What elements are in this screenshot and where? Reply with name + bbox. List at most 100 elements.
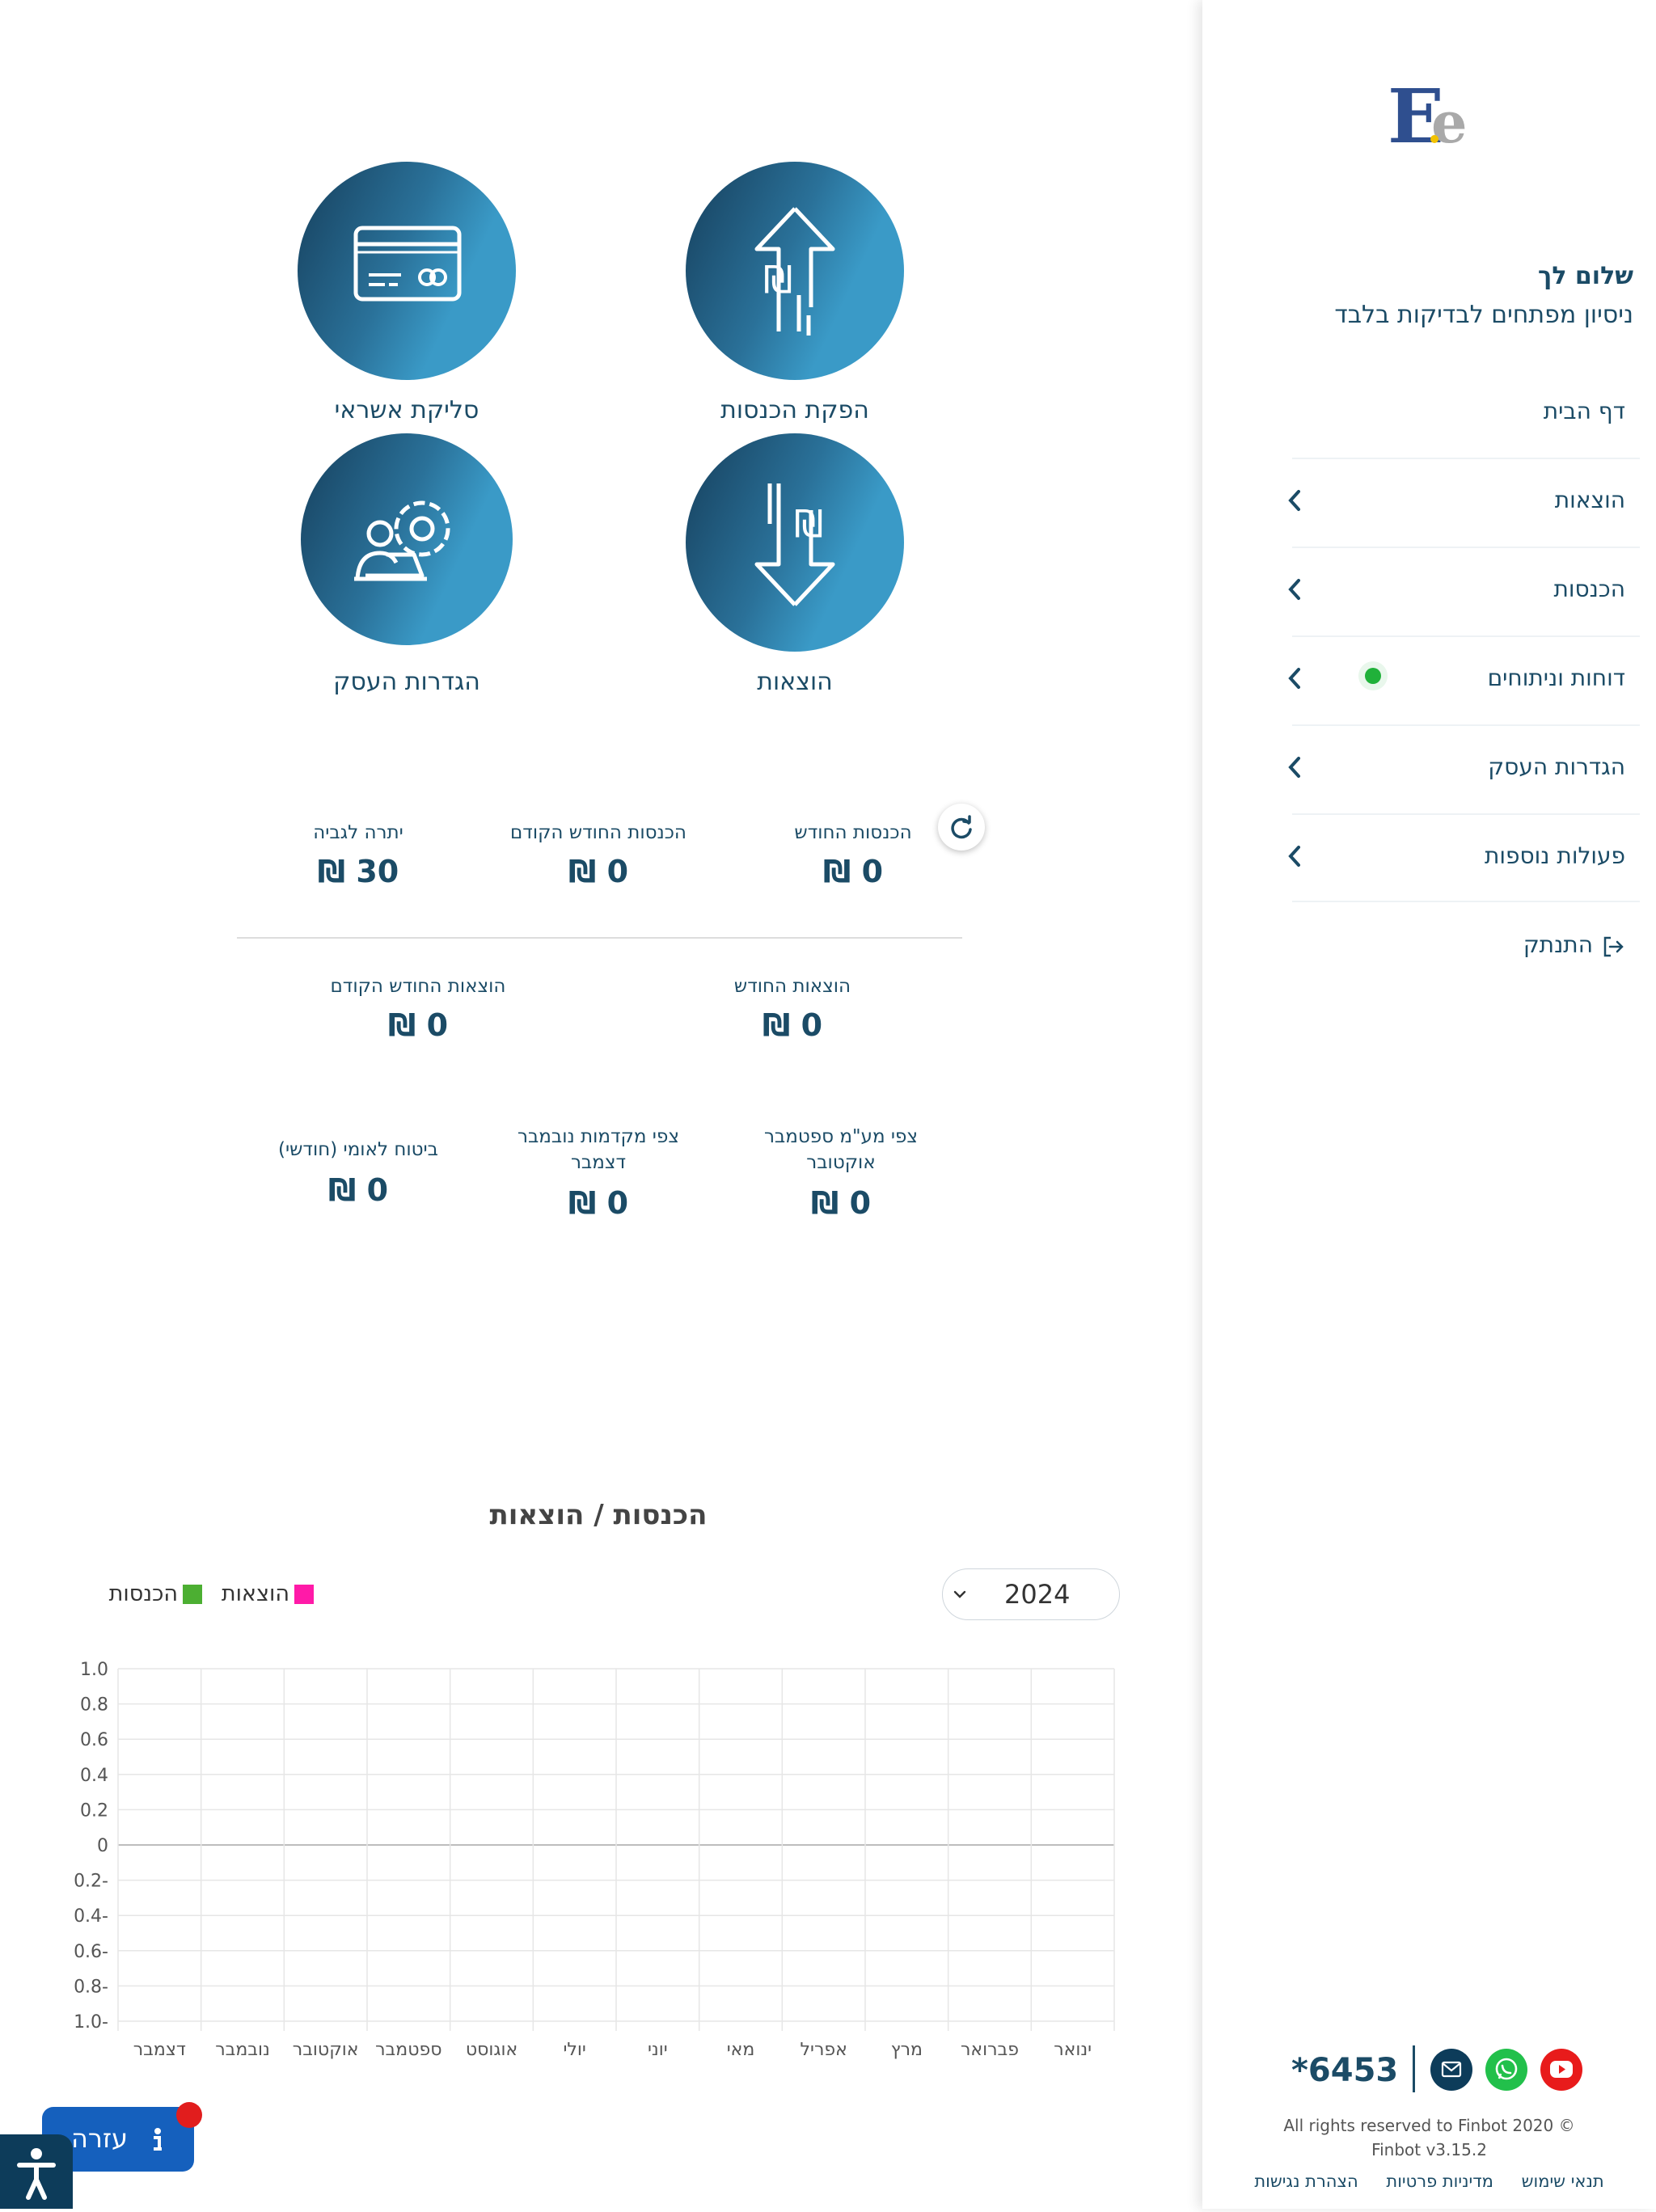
chevron-left-icon xyxy=(1288,668,1300,689)
tile-issue-income[interactable]: ₪ xyxy=(686,162,904,380)
vat-forecast-value: 0 ₪ xyxy=(810,1185,872,1221)
copyright-line: All rights reserved to Finbot 2020 © xyxy=(1283,2116,1575,2135)
sidebar: E e שלום לך ניסיון מפתחים לבדיקות בלבד ד… xyxy=(1202,0,1656,2209)
refresh-icon xyxy=(951,815,972,839)
contact-bar: *6453 xyxy=(1291,2045,1631,2102)
expenses-month-title: הוצאות החודש xyxy=(733,976,851,997)
tile-business-settings[interactable] xyxy=(301,433,513,645)
advances-forecast-title: צפי מקדמות נובמבר דצמבר xyxy=(518,1126,679,1173)
shekel-arrow-up-icon: ₪ xyxy=(754,207,835,336)
logout-icon xyxy=(1603,936,1624,957)
stats-divider xyxy=(237,937,962,939)
x-tick-label: מאי xyxy=(727,2040,755,2060)
chevron-down-icon xyxy=(953,1590,966,1598)
nav-separator xyxy=(1292,901,1640,902)
nav-logout[interactable]: התנתק xyxy=(1292,902,1640,991)
nav-separator xyxy=(1292,635,1640,637)
x-tick-label: אוקטובר xyxy=(293,2040,359,2060)
nav-reports-label: דוחות וניתוחים xyxy=(1487,665,1625,691)
youtube-icon[interactable] xyxy=(1540,2049,1582,2091)
expenses-prev-title: הוצאות החודש הקודם xyxy=(330,976,506,997)
phone-code: *6453 xyxy=(1291,2052,1399,2089)
nav-separator xyxy=(1292,724,1640,726)
x-tick-label: דצמבר xyxy=(133,2040,186,2060)
year-select[interactable]: 2024 xyxy=(942,1568,1120,1620)
svg-text:₪: ₪ xyxy=(794,502,823,546)
accessibility-icon xyxy=(17,2148,56,2200)
nav-business-settings-label: הגדרות העסק xyxy=(1488,754,1625,780)
nav-expenses-label: הוצאות xyxy=(1554,487,1625,513)
tile-expenses-label[interactable]: הוצאות xyxy=(757,668,833,696)
svg-text:₪: ₪ xyxy=(763,258,792,302)
nav-home-label: דף הבית xyxy=(1543,398,1625,424)
accessibility-statement-link[interactable]: הצהרת נגישות xyxy=(1254,2172,1358,2191)
tile-issue-income-label[interactable]: הפקת הכנסות xyxy=(720,396,869,424)
info-icon xyxy=(154,2128,162,2151)
vat-forecast-title: צפי מע"מ ספטמבר אוקטובר xyxy=(763,1126,919,1173)
x-tick-label: אפריל xyxy=(801,2040,847,2060)
balance-due-title: יתרה לגביה xyxy=(313,822,403,843)
nav-logout-label: התנתק xyxy=(1523,931,1593,958)
income-month-title: הכנסות החודש xyxy=(794,822,912,843)
y-tick-label: 0.4 xyxy=(80,1766,108,1786)
business-name: ניסיון מפתחים לבדיקות בלבד xyxy=(1334,301,1633,329)
nav-reports[interactable]: דוחות וניתוחים xyxy=(1288,635,1640,724)
nav-income-label: הכנסות xyxy=(1553,576,1625,602)
expenses-prev-value: 0 ₪ xyxy=(387,1007,449,1043)
refresh-button[interactable] xyxy=(938,804,985,851)
svg-text:E: E xyxy=(1388,78,1444,150)
version-line: Finbot v3.15.2 xyxy=(1371,2140,1487,2159)
y-tick-label: 0.2 xyxy=(80,1800,108,1821)
finbot-logo[interactable]: E e xyxy=(1384,73,1481,160)
tile-business-settings-label[interactable]: הגדרות העסק xyxy=(333,668,480,696)
nav-income[interactable]: הכנסות xyxy=(1288,547,1640,635)
y-tick-label: 0.8 xyxy=(80,1695,108,1716)
nav-separator xyxy=(1292,458,1640,459)
email-icon[interactable] xyxy=(1430,2049,1472,2091)
legend-expenses-label[interactable]: הוצאות xyxy=(221,1581,289,1606)
user-settings-icon xyxy=(354,500,450,581)
help-label: עזרה xyxy=(71,2123,129,2154)
x-tick-label: נובמבר xyxy=(215,2040,270,2060)
accessibility-button[interactable] xyxy=(0,2134,73,2209)
nav-more-actions[interactable]: פעולות נוספות xyxy=(1288,813,1640,902)
x-tick-label: יולי xyxy=(563,2040,585,2060)
expenses-month-value: 0 ₪ xyxy=(762,1007,823,1043)
copyright: All rights reserved to Finbot 2020 © Fin… xyxy=(1202,2113,1656,2162)
y-tick-label: 0 xyxy=(97,1836,108,1856)
nav-business-settings[interactable]: הגדרות העסק xyxy=(1288,724,1640,813)
y-tick-label: 0.6- xyxy=(74,1942,108,1962)
footer-links: תנאי שימוש מדיניות פרטיות הצהרת נגישות xyxy=(1202,2172,1656,2191)
nav-more-actions-label: פעולות נוספות xyxy=(1484,842,1625,869)
chevron-left-icon xyxy=(1288,846,1300,867)
chart-title: הכנסות / הוצאות xyxy=(489,1499,708,1531)
x-tick-label: מרץ xyxy=(891,2040,923,2060)
x-tick-label: אוגוסט xyxy=(466,2040,518,2060)
x-tick-label: ינואר xyxy=(1054,2040,1092,2060)
status-dot-green xyxy=(1365,668,1381,684)
income-prev-value: 0 ₪ xyxy=(568,854,629,889)
balance-due-value: 30 ₪ xyxy=(317,854,399,889)
y-tick-label: 0.8- xyxy=(74,1977,108,1997)
nav-home[interactable]: דף הבית xyxy=(1292,369,1640,458)
advances-forecast-value: 0 ₪ xyxy=(568,1185,629,1221)
tile-expenses[interactable]: ₪ xyxy=(686,433,904,652)
credit-card-icon xyxy=(353,226,462,302)
nav-separator xyxy=(1292,547,1640,548)
chevron-left-icon xyxy=(1288,757,1300,778)
income-expenses-chart: 1.0 0.8 0.6 0.4 0.2 0 0.2- 0.4- 0.6- 0.8- 1.0- ינוא… xyxy=(74,1660,1115,2060)
privacy-link[interactable]: מדיניות פרטיות xyxy=(1386,2172,1493,2191)
y-tick-label: 0.6 xyxy=(80,1730,108,1750)
year-select-value: 2024 xyxy=(1004,1579,1071,1610)
legend-income-label[interactable]: הכנסות xyxy=(108,1581,178,1606)
income-prev-title: הכנסות החודש הקודם xyxy=(510,822,686,843)
nav-expenses[interactable]: הוצאות xyxy=(1288,458,1640,547)
tile-credit-clearing-label[interactable]: סליקת אשראי xyxy=(334,396,479,424)
whatsapp-icon[interactable] xyxy=(1485,2049,1527,2091)
y-tick-label: 0.2- xyxy=(74,1872,108,1892)
y-tick-label: 0.4- xyxy=(74,1906,108,1927)
notification-badge xyxy=(176,2102,202,2128)
contact-divider xyxy=(1413,2045,1415,2092)
terms-link[interactable]: תנאי שימוש xyxy=(1521,2172,1604,2191)
tile-credit-clearing[interactable] xyxy=(298,162,516,380)
